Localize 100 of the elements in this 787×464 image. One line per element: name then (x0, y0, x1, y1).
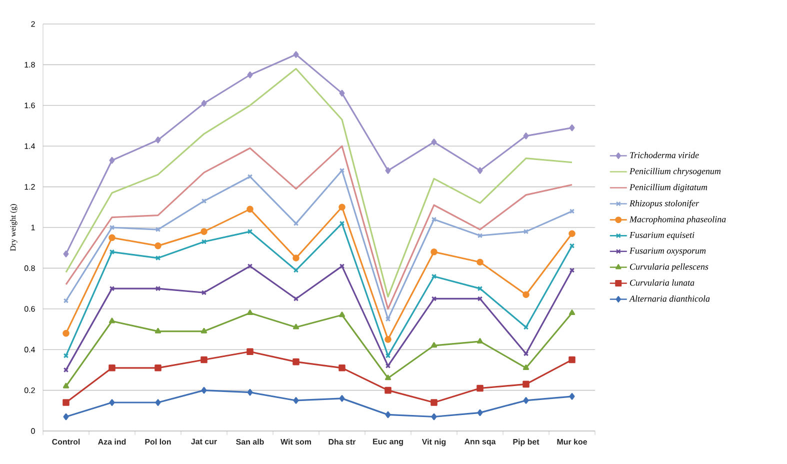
point (247, 228, 253, 234)
point (339, 220, 345, 226)
point (109, 399, 115, 406)
point (108, 234, 116, 242)
legend-label: Rhizopus stolonifer (629, 200, 700, 208)
point (247, 388, 253, 396)
point (108, 318, 116, 324)
point (293, 220, 299, 226)
point (338, 312, 346, 318)
point (569, 393, 575, 400)
point (155, 136, 161, 144)
point (522, 291, 530, 298)
point (476, 384, 484, 392)
line-series (65, 68, 573, 298)
point (292, 358, 300, 366)
legend-label: Penicillium chrysogenum (629, 168, 721, 176)
point (154, 328, 162, 334)
point (339, 90, 345, 97)
point (247, 264, 253, 269)
point (154, 242, 162, 250)
point (568, 230, 576, 237)
point (430, 342, 438, 348)
point (292, 254, 300, 262)
point (155, 255, 161, 261)
point (246, 348, 254, 356)
point (62, 330, 70, 337)
legend-label: Curvularia pellescens (630, 263, 708, 272)
point (62, 382, 70, 388)
point (523, 397, 529, 404)
point (569, 124, 575, 132)
point (200, 356, 208, 364)
point (477, 233, 483, 238)
point (385, 167, 391, 174)
point (63, 250, 69, 258)
point (201, 239, 207, 244)
point (430, 248, 438, 256)
point (246, 310, 254, 316)
point (246, 206, 254, 213)
point (431, 216, 437, 222)
point (155, 399, 161, 406)
point (431, 413, 437, 420)
point (477, 167, 483, 174)
point (385, 353, 391, 358)
point (477, 296, 483, 302)
point (384, 386, 392, 394)
point (62, 399, 70, 406)
point (109, 224, 115, 230)
point (522, 380, 530, 388)
point (109, 156, 115, 164)
point (201, 386, 207, 394)
point (109, 286, 115, 292)
point (477, 286, 483, 292)
legend-label: Fusarium equiseti (629, 232, 694, 240)
legend-label: Curvularia lunata (630, 279, 694, 286)
point (431, 296, 437, 302)
point (431, 138, 437, 146)
point (155, 226, 161, 232)
point (200, 328, 208, 334)
point (339, 395, 345, 402)
point (385, 363, 391, 369)
point (155, 286, 161, 292)
point (109, 249, 115, 255)
point (476, 258, 484, 266)
point (200, 228, 208, 235)
legend-label: Macrophomina phaseolina (629, 216, 726, 224)
point (63, 413, 69, 420)
point (568, 310, 576, 316)
point (523, 228, 529, 234)
point (339, 264, 345, 269)
legend-label: Fusarium oxysporum (629, 248, 706, 256)
point (384, 336, 392, 343)
point (523, 324, 529, 330)
point (108, 364, 116, 372)
point (293, 268, 299, 273)
point (201, 290, 207, 296)
point (293, 296, 299, 302)
point (201, 100, 207, 107)
line-series (65, 145, 573, 310)
point (522, 364, 530, 370)
legend-label: Trichoderma viride (630, 152, 699, 158)
point (523, 351, 529, 356)
point (338, 364, 346, 372)
point (431, 274, 437, 279)
point (154, 364, 162, 372)
point (476, 338, 484, 344)
point (568, 356, 576, 364)
legend-label: Alternaria dianthicola (629, 295, 710, 302)
point (247, 174, 253, 180)
point (201, 198, 207, 204)
point (523, 132, 529, 140)
point (247, 71, 253, 78)
point (293, 51, 299, 58)
point (385, 411, 391, 418)
point (430, 399, 438, 406)
point (384, 374, 392, 380)
point (477, 409, 483, 416)
point (292, 324, 300, 330)
point (293, 397, 299, 404)
point (338, 204, 346, 211)
legend-label: Penicillium digitatum (629, 184, 708, 192)
